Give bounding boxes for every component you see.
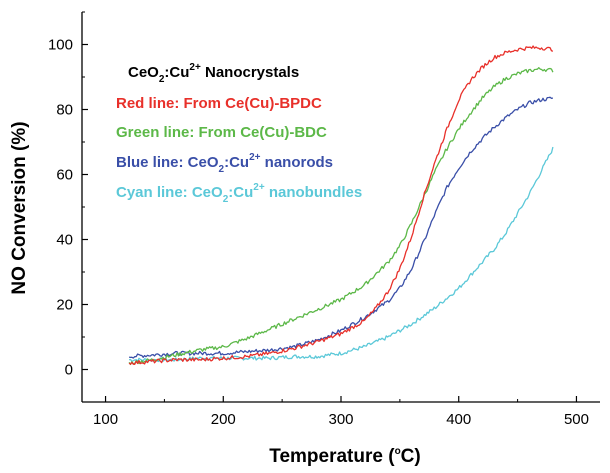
series-line	[128, 96, 554, 359]
y-tick-label: 80	[56, 102, 73, 119]
legend-entry: Cyan line: CeO2:Cu2+ nanobundles	[116, 182, 362, 205]
x-axis-title: Temperature (oC)	[269, 446, 420, 467]
series-layer	[128, 45, 554, 366]
legend-entry: Red line: From Ce(Cu)-BPDC	[116, 95, 322, 112]
legend-heading: CeO2:Cu2+ Nanocrystals	[128, 62, 299, 85]
series-line	[128, 45, 554, 365]
x-axis-title-tail: C)	[401, 446, 421, 467]
x-axis-title-degree: o	[395, 446, 401, 457]
legend-entry: Green line: From Ce(Cu)-BDC	[116, 124, 327, 141]
x-tick-label: 300	[328, 411, 353, 428]
y-tick-label: 20	[56, 297, 73, 314]
series-line	[128, 146, 554, 363]
x-axis: 100 200 300 400 500	[93, 396, 589, 428]
x-tick-label: 400	[446, 411, 471, 428]
y-tick-label: 40	[56, 232, 73, 249]
y-tick-label: 60	[56, 167, 73, 184]
y-tick-label: 100	[48, 37, 73, 54]
x-tick-label: 500	[564, 411, 589, 428]
x-axis-title-main: Temperature (	[269, 446, 395, 467]
y-axis: 0 20 40 60 80 100	[48, 11, 88, 403]
x-tick-label: 100	[93, 411, 118, 428]
y-tick-label: 0	[65, 362, 73, 379]
series-line	[128, 67, 554, 366]
x-tick-label: 200	[211, 411, 236, 428]
legend: CeO2:Cu2+ Nanocrystals Red line: From Ce(…	[116, 62, 362, 205]
legend-entry: Blue line: CeO2:Cu2+ nanorods	[116, 152, 333, 175]
y-axis-title: NO Conversion (%)	[9, 121, 30, 294]
